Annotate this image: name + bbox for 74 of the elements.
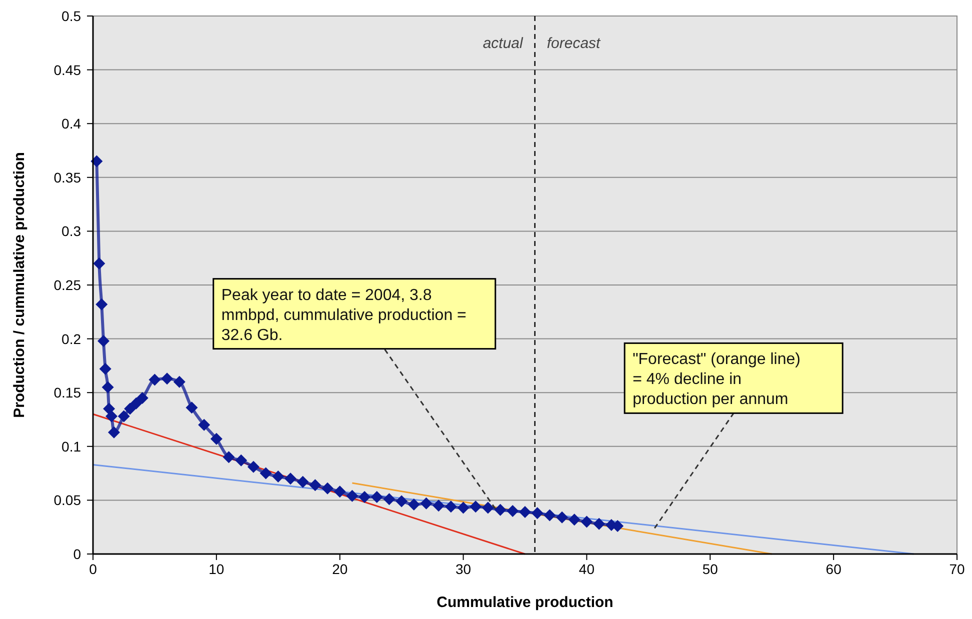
point <box>346 490 358 502</box>
point <box>556 511 568 524</box>
point <box>358 490 371 503</box>
point <box>370 490 383 503</box>
point <box>408 498 420 511</box>
x-tick-label: 20 <box>332 561 348 577</box>
x-tick-label: 30 <box>455 561 472 577</box>
y-tick-label: 0.05 <box>54 492 82 508</box>
y-tick-label: 0.25 <box>54 277 82 293</box>
point <box>247 460 260 473</box>
point <box>97 334 110 347</box>
point <box>136 392 148 404</box>
y-tick-label: 0.3 <box>62 223 82 240</box>
annotation: actual <box>482 35 524 52</box>
point <box>173 376 186 388</box>
point <box>593 518 606 530</box>
y-tick-label: 0.2 <box>62 330 82 347</box>
point <box>260 467 272 480</box>
point <box>568 514 580 526</box>
point <box>334 486 346 498</box>
point <box>396 495 408 508</box>
point <box>106 410 118 422</box>
x-tick-label: 0 <box>89 561 98 577</box>
point <box>198 418 210 431</box>
point <box>383 493 396 506</box>
point <box>482 502 494 514</box>
y-tick-label: 0.45 <box>54 62 82 78</box>
x-tick-label: 10 <box>208 561 224 577</box>
point <box>322 482 334 494</box>
x-tick-label: 60 <box>826 561 842 577</box>
point <box>102 381 114 394</box>
annotation: "Forecast" (orange line) = 4% decline in production per annum <box>632 351 800 408</box>
y-tick-label: 0.5 <box>62 8 82 24</box>
point <box>580 516 593 528</box>
point <box>420 497 432 510</box>
x-axis-title: Cummulative production <box>436 594 614 611</box>
point <box>506 504 519 517</box>
point <box>457 502 470 514</box>
y-axis-title: Production / cummulative production <box>11 152 28 418</box>
point <box>130 397 142 410</box>
point <box>93 257 106 270</box>
point <box>118 410 130 422</box>
point <box>161 372 174 385</box>
point <box>210 432 222 445</box>
annotation: Peak year to date = 2004, 3.8 mmbpd, cummulative production = 32.6 Gb. <box>221 286 466 344</box>
annotation: forecast <box>546 35 602 52</box>
y-tick-label: 0.1 <box>62 438 82 454</box>
point <box>444 500 457 513</box>
point <box>432 500 445 512</box>
point <box>284 472 296 485</box>
y-tick-label: 0.4 <box>62 116 82 132</box>
point <box>99 362 112 375</box>
point <box>235 454 248 466</box>
point <box>519 506 531 518</box>
x-tick-label: 70 <box>949 561 965 577</box>
y-tick-label: 0 <box>73 546 82 562</box>
x-tick-label: 40 <box>578 561 595 577</box>
y-tick-label: 0.35 <box>54 169 82 186</box>
point <box>96 298 108 310</box>
point <box>186 402 198 414</box>
point <box>470 500 482 513</box>
y-tick-label: 0.15 <box>54 384 82 401</box>
point <box>103 402 116 415</box>
point <box>272 470 284 483</box>
point <box>296 476 309 488</box>
point <box>108 426 120 438</box>
x-tick-label: 50 <box>702 561 718 577</box>
point <box>494 504 506 516</box>
point <box>124 402 136 415</box>
point <box>531 507 544 520</box>
point <box>222 451 235 464</box>
point <box>148 374 161 386</box>
point <box>309 479 322 492</box>
point <box>544 509 556 522</box>
